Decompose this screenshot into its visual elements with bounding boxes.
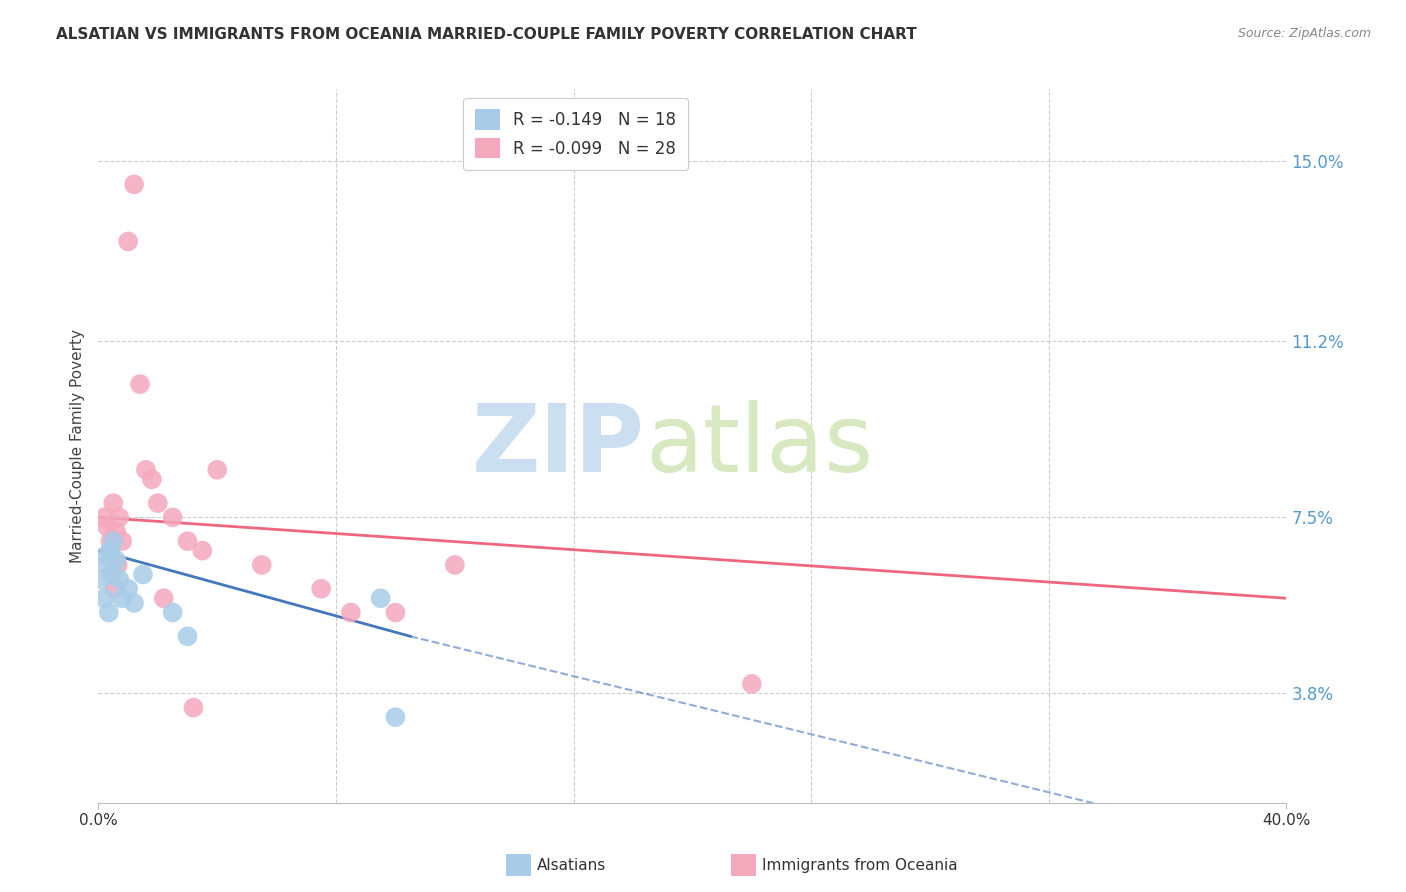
Point [135,463,157,477]
Point [103,496,125,510]
Text: Immigrants from Oceania: Immigrants from Oceania [762,858,957,872]
Point [93,510,115,524]
Point [122,178,145,192]
Point [191,543,214,558]
Point [146,496,169,510]
Legend: R = -0.149   N = 18, R = -0.099   N = 28: R = -0.149 N = 18, R = -0.099 N = 28 [463,97,688,169]
Point [444,558,467,572]
Point [111,591,134,606]
Point [741,677,763,691]
Point [176,629,198,643]
Point [98,534,121,549]
Point [101,567,124,582]
Point [96,558,118,572]
Point [384,606,406,620]
Point [96,520,118,534]
Point [370,591,392,606]
Text: ALSATIAN VS IMMIGRANTS FROM OCEANIA MARRIED-COUPLE FAMILY POVERTY CORRELATION CH: ALSATIAN VS IMMIGRANTS FROM OCEANIA MARR… [56,27,917,42]
Point [132,567,155,582]
Point [122,596,145,610]
Text: atlas: atlas [645,400,873,492]
Point [207,463,229,477]
Text: Source: ZipAtlas.com: Source: ZipAtlas.com [1237,27,1371,40]
Text: ZIP: ZIP [472,400,645,492]
Point [101,567,124,582]
Point [104,582,127,596]
Point [108,572,131,586]
Point [111,534,134,549]
Point [250,558,273,572]
Point [384,710,406,724]
Point [152,591,174,606]
Point [107,558,129,572]
Point [108,510,131,524]
Point [105,553,128,567]
Text: Alsatians: Alsatians [537,858,606,872]
Point [162,510,184,524]
Point [162,606,184,620]
Point [93,591,115,606]
Point [141,472,163,486]
Point [309,582,332,596]
Point [94,549,117,563]
Point [117,235,139,249]
Point [129,377,152,392]
Y-axis label: Married-Couple Family Poverty: Married-Couple Family Poverty [69,329,84,563]
Point [340,606,363,620]
Point [98,543,121,558]
Point [183,700,205,714]
Point [117,582,139,596]
Point [105,524,128,539]
Point [90,572,112,586]
Point [103,534,125,549]
Point [97,606,120,620]
Point [176,534,198,549]
